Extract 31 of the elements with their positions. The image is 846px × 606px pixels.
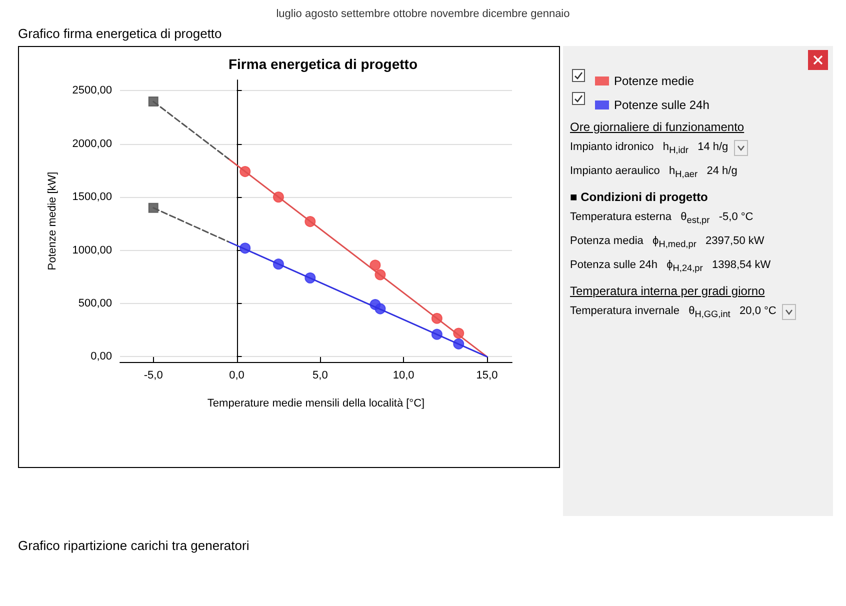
x-tick-label: 15,0 <box>476 370 498 382</box>
chart-title: Firma energetica di progetto <box>228 56 418 72</box>
chart-subtitle: Grafico firma energetica di progetto <box>18 26 222 41</box>
text: luglio agosto settembre ottobre novembre dicembre gennaio <box>275 8 571 20</box>
text: Impianto aeraulico h$_{H,aer}$ 24 h/g <box>570 164 738 180</box>
y-tick-label: 1000,00 <box>72 244 112 256</box>
text: Temperatura esterna θ$_{est,pr}$ -5,0 °C <box>570 210 754 226</box>
y-axis-title: Potenze medie [kW] <box>46 172 58 270</box>
text: Potenza media ϕ$_{H,med,pr}$ 2397,50 kW <box>570 234 764 250</box>
y-tick-label: 2000,00 <box>72 138 112 150</box>
y-tick-label: 2500,00 <box>72 84 112 97</box>
x-axis-title: Temperature medie mensili della località [°C] <box>207 398 425 410</box>
text: Grafico ripartizione carichi tra generatori <box>18 538 250 553</box>
point <box>148 202 158 213</box>
point <box>370 260 381 271</box>
text: Ore giornaliere di funzionamento <box>570 120 746 134</box>
legend-label: Potenze medie <box>614 74 694 88</box>
x-tick-label: 10,0 <box>392 370 414 382</box>
y-tick-label: 1500,00 <box>72 191 112 204</box>
text: ■ Condizioni di progetto <box>570 190 709 204</box>
text: Temperatura invernale θ$_{H,GG,int}$ 20,0 °C <box>570 304 776 320</box>
x-tick-label: 0,0 <box>229 370 244 382</box>
legend-label: Potenze sulle 24h <box>614 98 710 112</box>
text: Impianto idronico h$_{H,idr}$ 14 h/g <box>570 140 728 156</box>
x-tick-label: -5,0 <box>144 370 163 382</box>
point <box>148 96 158 107</box>
y-tick-label: 500,00 <box>78 297 112 310</box>
text: Temperatura interna per gradi giorno <box>570 284 766 298</box>
y-tick-label: 0,00 <box>90 350 112 363</box>
x-tick-label: 5,0 <box>312 370 328 382</box>
text: Potenza sulle 24h ϕ$_{H,24,pr}$ 1398,54 kW <box>570 258 771 274</box>
